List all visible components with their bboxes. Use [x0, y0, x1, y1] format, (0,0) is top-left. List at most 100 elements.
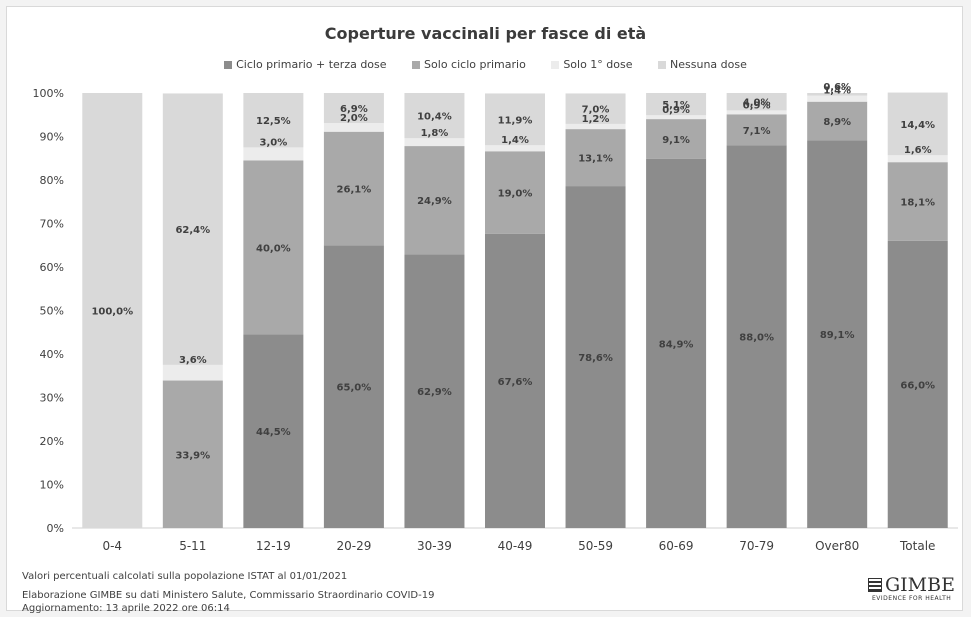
data-label: 10,4%	[417, 112, 452, 123]
data-label: 14,4%	[900, 120, 935, 131]
bar-segment	[485, 151, 545, 234]
data-label: 3,0%	[259, 137, 287, 148]
data-label: 0,9%	[662, 105, 690, 116]
data-label: 88,0%	[739, 333, 774, 344]
bar-segment	[323, 131, 384, 246]
data-label: 0,9%	[743, 100, 771, 111]
bar-segment	[726, 93, 787, 111]
data-label: 11,9%	[498, 115, 533, 126]
bar-segment	[323, 245, 384, 528]
legend-item: Solo 1° dose	[551, 58, 633, 71]
bar-segment	[646, 119, 707, 159]
bar-segment	[565, 93, 626, 124]
bar-segment	[565, 186, 626, 528]
bar-segment	[162, 380, 223, 528]
bar-segment	[82, 93, 143, 528]
bar-segment	[807, 140, 868, 529]
bar-segment	[485, 93, 545, 146]
data-label: 2,0%	[340, 113, 368, 124]
bar-segment	[485, 233, 545, 528]
bar-segment	[323, 123, 384, 132]
data-label: 62,9%	[417, 387, 452, 398]
bar-segment	[726, 114, 787, 146]
data-label: 4,0%	[743, 98, 771, 109]
data-label: 40,0%	[256, 243, 291, 254]
bar-segment	[243, 147, 304, 161]
x-tick-label: 70-79	[739, 539, 774, 553]
bar-segment	[887, 155, 948, 163]
x-tick-label: Over80	[815, 539, 859, 553]
chart-title: Coperture vaccinali per fasce di età	[324, 24, 647, 43]
legend-item: Nessuna dose	[658, 58, 747, 71]
x-tick-label: 12-19	[256, 539, 291, 553]
data-label: 7,1%	[743, 126, 771, 137]
y-tick-label: 20%	[40, 435, 64, 448]
legend-swatch	[224, 61, 233, 69]
bar-segment	[646, 93, 707, 116]
bar-segment	[323, 93, 384, 124]
y-tick-label: 100%	[33, 87, 64, 100]
bar-segment	[404, 138, 465, 147]
data-label: 1,8%	[421, 128, 449, 139]
data-label: 7,0%	[582, 105, 610, 116]
bar-segment	[162, 93, 223, 365]
legend-label: Solo ciclo primario	[424, 58, 526, 71]
x-tick-label: 60-69	[659, 539, 694, 553]
bar-segment	[887, 162, 948, 241]
x-tick-label: 40-49	[498, 539, 533, 553]
legend-label: Nessuna dose	[670, 58, 747, 71]
data-label: 0,6%	[823, 82, 851, 93]
data-label: 100,0%	[91, 307, 133, 318]
bar-segment	[887, 240, 948, 528]
data-label: 6,9%	[340, 104, 368, 115]
footnote-source: Elaborazione GIMBE su dati Ministero Sal…	[22, 590, 435, 601]
data-label: 65,0%	[337, 383, 372, 394]
data-label: 8,9%	[823, 117, 851, 128]
bar-segment	[485, 145, 545, 152]
data-label: 24,9%	[417, 196, 452, 207]
data-label: 66,0%	[900, 380, 935, 391]
data-label: 1,4%	[823, 86, 851, 97]
x-tick-label: 5-11	[179, 539, 206, 553]
footnote-population: Valori percentuali calcolati sulla popol…	[22, 571, 348, 582]
data-label: 3,6%	[179, 355, 207, 366]
legend: Ciclo primario + terza dose Solo ciclo p…	[0, 58, 971, 71]
bar-segment	[646, 115, 707, 120]
x-tick-label: 50-59	[578, 539, 613, 553]
data-label: 84,9%	[659, 339, 694, 350]
bar-segment	[243, 334, 304, 528]
x-tick-label: Totale	[899, 539, 935, 553]
y-tick-label: 50%	[40, 305, 64, 318]
bar-segment	[404, 254, 465, 528]
y-tick-label: 90%	[40, 131, 64, 144]
x-tick-label: 30-39	[417, 539, 452, 553]
data-label: 33,9%	[175, 450, 210, 461]
y-tick-label: 0%	[47, 522, 64, 535]
x-tick-label: 20-29	[336, 539, 371, 553]
bar-segment	[726, 110, 787, 115]
bar-segment	[807, 95, 868, 102]
bar-segment	[243, 93, 304, 148]
data-label: 5,1%	[662, 100, 690, 111]
bar-segment	[243, 160, 304, 335]
legend-label: Ciclo primario + terza dose	[236, 58, 387, 71]
bar-segment	[807, 93, 868, 96]
bar-segment	[404, 93, 465, 139]
gimbe-logo-icon	[868, 578, 882, 592]
data-label: 9,1%	[662, 135, 690, 146]
data-label: 89,1%	[820, 330, 855, 341]
x-tick-label: 0-4	[102, 539, 122, 553]
y-tick-label: 70%	[40, 218, 64, 231]
data-label: 12,5%	[256, 116, 291, 127]
bar-segment	[565, 123, 626, 130]
y-tick-label: 40%	[40, 348, 64, 361]
y-tick-label: 30%	[40, 392, 64, 405]
footnote-update: Aggiornamento: 13 aprile 2022 ore 06:14	[22, 603, 230, 614]
data-label: 1,4%	[501, 135, 529, 146]
data-label: 1,6%	[904, 145, 932, 156]
bar-segment	[404, 146, 465, 255]
legend-item: Ciclo primario + terza dose	[224, 58, 387, 71]
data-label: 78,6%	[578, 353, 613, 364]
bar-segment	[807, 101, 868, 141]
